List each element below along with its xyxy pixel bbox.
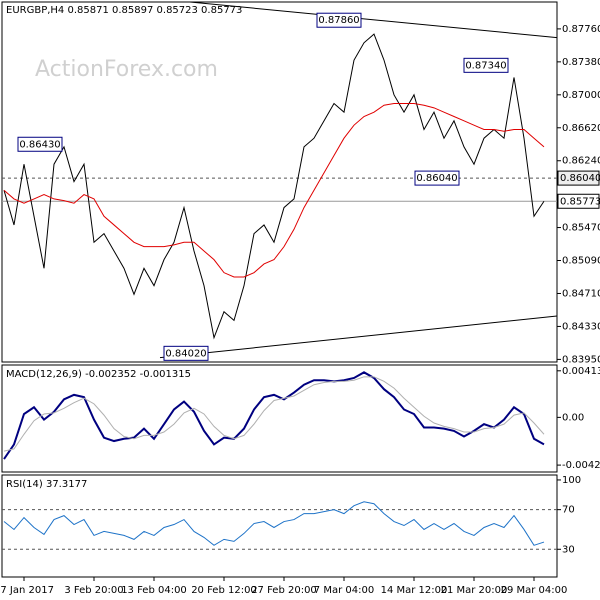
rsi-panel <box>1 474 558 578</box>
y-tick-label: 0.85090 <box>562 256 600 267</box>
panels <box>1 1 558 578</box>
annotation-box <box>163 345 209 361</box>
price-header: EURGBP,H4 0.85871 0.85897 0.85723 0.8577… <box>6 5 242 16</box>
y-tick-label: 0.87000 <box>562 90 600 101</box>
y-tick-label: 0.00 <box>562 412 584 423</box>
series-line <box>3 371 545 460</box>
y-tick-label: 0.83950 <box>562 354 600 365</box>
price-panel <box>1 1 558 363</box>
macd-panel <box>1 364 558 473</box>
annotation-box <box>463 57 509 73</box>
y-tick-label: 70 <box>562 505 575 516</box>
trendline <box>189 1 558 39</box>
x-tick-label: 27 Feb 20:00 <box>251 585 317 596</box>
annotation-label: 0.87860 <box>318 15 359 26</box>
y-tick-label: 0.86620 <box>562 123 600 134</box>
macd-header: MACD(12,26,9) -0.002352 -0.001315 <box>6 369 191 380</box>
series-line <box>3 501 545 546</box>
annotation-box <box>316 12 362 28</box>
x-tick-label: 13 Feb 04:00 <box>121 585 187 596</box>
y-tick-label: 0.85470 <box>562 223 600 234</box>
series-line <box>3 376 545 452</box>
x-tick-label: 20 Feb 12:00 <box>191 585 257 596</box>
annotation-box <box>17 136 63 152</box>
x-tick-label: 7 Mar 04:00 <box>314 585 374 596</box>
y-tick-label: 30 <box>562 544 575 555</box>
x-tick-label: 27 Jan 2017 <box>0 585 54 596</box>
level-tag <box>557 193 600 209</box>
annotation-label: 0.87340 <box>465 60 506 71</box>
annotation-box <box>414 170 460 186</box>
x-tick-label: 3 Feb 20:00 <box>64 585 123 596</box>
y-tick-label: 0.84330 <box>562 321 600 332</box>
x-tick-label: 21 Mar 20:00 <box>441 585 508 596</box>
level-tag <box>557 170 600 186</box>
annotation-label: 0.86430 <box>19 139 60 150</box>
y-tick-label: 0.87380 <box>562 57 600 68</box>
level-label: 0.86040 <box>560 173 600 184</box>
y-tick-label: 0.87760 <box>562 24 600 35</box>
series-line <box>3 33 545 340</box>
y-tick-label: 100 <box>562 475 581 486</box>
annotation-label: 0.86040 <box>416 173 457 184</box>
trendline <box>159 315 558 359</box>
x-tick-label: 14 Mar 12:00 <box>381 585 448 596</box>
y-tick-label: 0.84710 <box>562 288 600 299</box>
rsi-header: RSI(14) 37.3177 <box>6 479 87 490</box>
series-line <box>3 102 545 278</box>
y-tick-label: 0.004135 <box>562 366 600 377</box>
watermark: ActionForex.com <box>35 57 218 82</box>
level-label: 0.85773 <box>560 196 600 207</box>
annotation-label: 0.84020 <box>165 348 206 359</box>
x-tick-label: 29 Mar 04:00 <box>501 585 568 596</box>
y-tick-label: 0.86240 <box>562 156 600 167</box>
y-tick-label: -0.004237 <box>562 460 600 471</box>
